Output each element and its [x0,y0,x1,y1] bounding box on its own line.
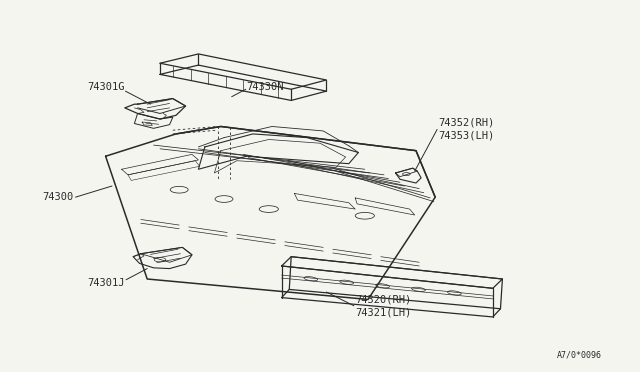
Text: 74301G: 74301G [87,83,125,92]
Text: 74320(RH): 74320(RH) [355,295,412,304]
Text: 74330N: 74330N [246,83,284,92]
Text: 74352(RH): 74352(RH) [438,118,495,128]
Text: 74301J: 74301J [87,278,125,288]
Text: A7/0*0096: A7/0*0096 [557,351,602,360]
Text: 74300: 74300 [42,192,74,202]
Text: 74321(LH): 74321(LH) [355,308,412,317]
Text: 74353(LH): 74353(LH) [438,131,495,141]
